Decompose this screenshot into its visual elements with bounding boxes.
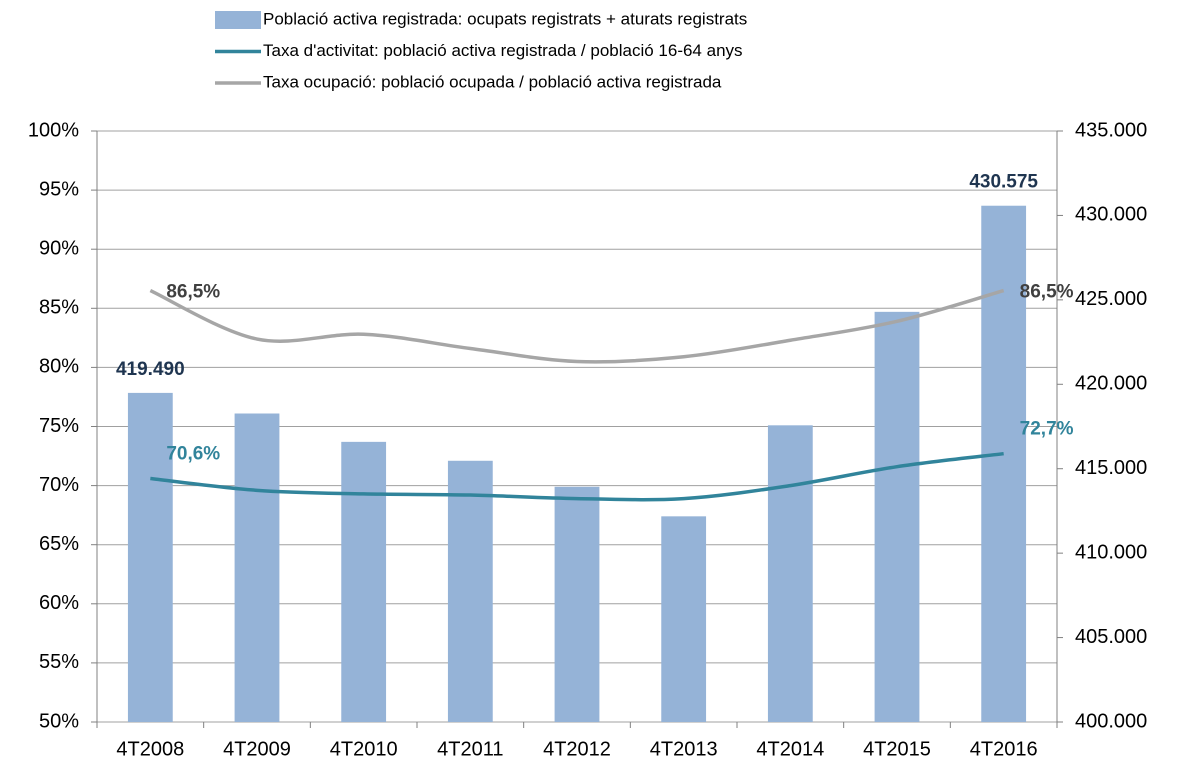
data-label: 86,5%: [1020, 282, 1074, 303]
data-label: 430.575: [969, 172, 1038, 193]
bar: [767, 425, 813, 722]
y2-tick-label: 400.000: [1075, 710, 1147, 732]
y-tick-label: 90%: [39, 237, 79, 259]
legend-swatch: [215, 11, 261, 29]
y-tick-label: 75%: [39, 415, 79, 437]
x-tick-label: 4T2012: [543, 738, 611, 760]
bar: [234, 413, 280, 722]
y-tick-label: 55%: [39, 651, 79, 673]
bar: [341, 441, 387, 722]
y-tick-label: 70%: [39, 474, 79, 496]
x-tick-label: 4T2013: [650, 738, 718, 760]
x-tick-label: 4T2014: [756, 738, 824, 760]
x-tick-label: 4T2010: [330, 738, 398, 760]
line: [149, 288, 1005, 364]
y2-tick-label: 405.000: [1075, 626, 1147, 648]
y2-tick-label: 420.000: [1075, 373, 1147, 395]
y-tick-label: 50%: [39, 710, 79, 732]
bar: [554, 486, 600, 722]
x-tick-label: 4T2015: [863, 738, 931, 760]
y-tick-label: 60%: [39, 592, 79, 614]
y-tick-label: 85%: [39, 297, 79, 319]
data-label: 419.490: [116, 359, 185, 380]
y2-tick-label: 410.000: [1075, 541, 1147, 563]
data-label: 70,6%: [166, 444, 220, 465]
data-label: 86,5%: [166, 282, 220, 303]
legend-label: Taxa ocupació: població ocupada / poblac…: [263, 72, 722, 91]
y-tick-label: 65%: [39, 533, 79, 555]
bar: [874, 311, 920, 722]
data-label: 72,7%: [1020, 419, 1074, 440]
x-tick-label: 4T2009: [223, 738, 291, 760]
x-tick-label: 4T2008: [116, 738, 184, 760]
y-tick-label: 95%: [39, 178, 79, 200]
y-tick-label: 80%: [39, 356, 79, 378]
x-tick-label: 4T2011: [437, 738, 503, 760]
bar: [447, 460, 493, 722]
y2-tick-label: 435.000: [1075, 119, 1147, 141]
y2-tick-label: 415.000: [1075, 457, 1147, 479]
bar: [127, 392, 173, 722]
legend-label: Població activa registrada: ocupats regi…: [263, 9, 747, 28]
legend-label: Taxa d'activitat: població activa regist…: [263, 41, 743, 60]
line: [150, 451, 1004, 502]
y2-tick-label: 425.000: [1075, 288, 1147, 310]
x-tick-label: 4T2016: [970, 738, 1038, 760]
y-tick-label: 100%: [28, 119, 79, 141]
y2-tick-label: 430.000: [1075, 204, 1147, 226]
bar: [661, 516, 707, 722]
